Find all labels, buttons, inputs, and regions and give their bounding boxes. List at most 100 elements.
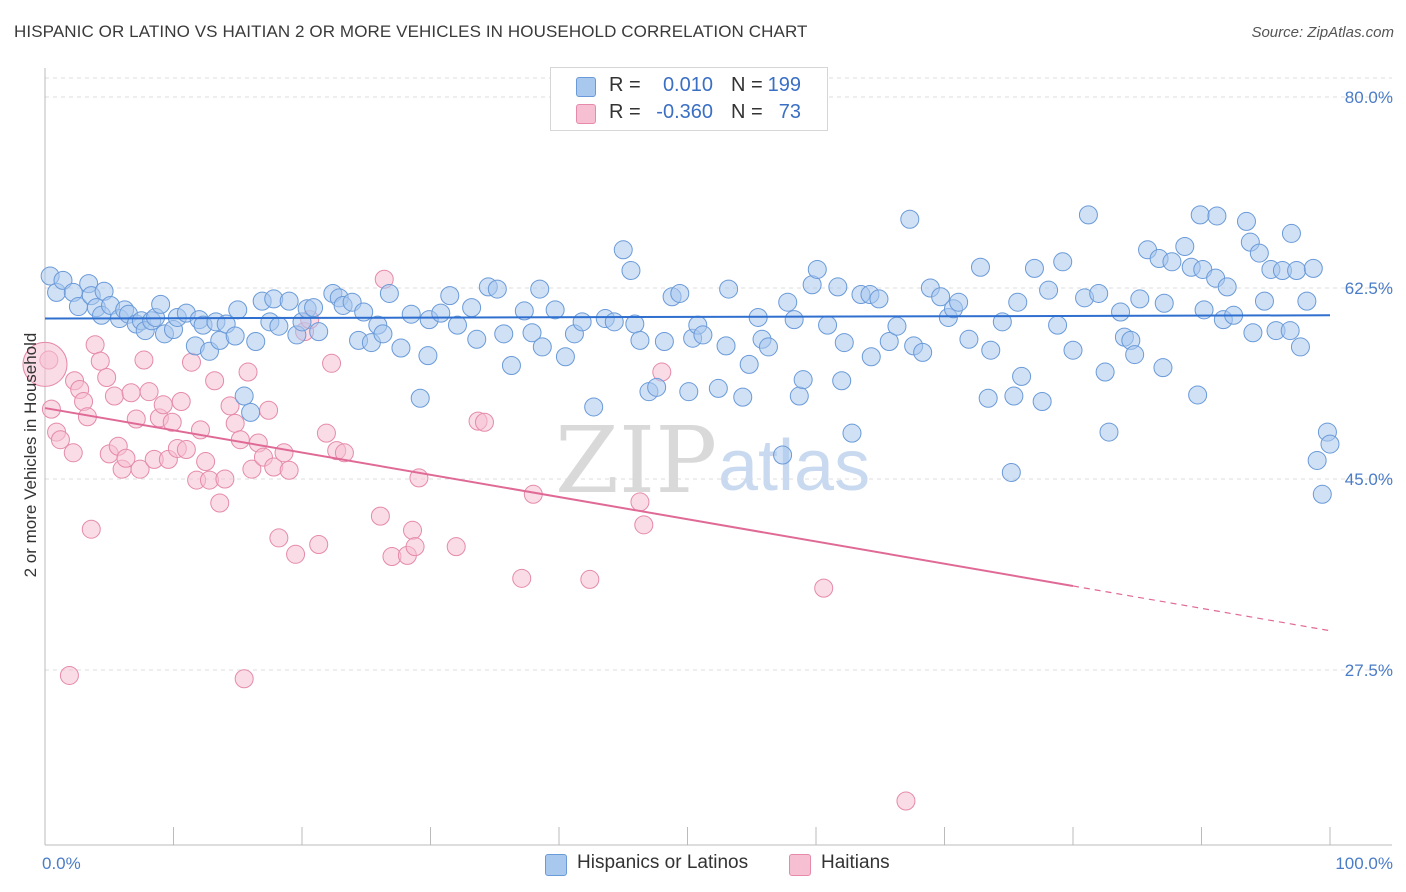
hispanics-point bbox=[1320, 434, 1340, 454]
hispanics-point bbox=[807, 259, 827, 279]
hispanics-point bbox=[981, 340, 1001, 360]
legend-label-haitians: Haitians bbox=[821, 852, 890, 873]
legend-r-value: -0.360 bbox=[656, 101, 713, 123]
hispanics-point bbox=[716, 336, 736, 356]
hispanics-point bbox=[1254, 291, 1274, 311]
legend-r-value: 0.010 bbox=[662, 74, 713, 96]
haitians-point bbox=[205, 371, 225, 391]
haitians-point bbox=[215, 469, 235, 489]
hispanics-point bbox=[1024, 258, 1044, 278]
hispanics-point bbox=[739, 354, 759, 374]
hispanics-point bbox=[647, 377, 667, 397]
haitians-point bbox=[242, 459, 262, 479]
hispanics-point bbox=[832, 371, 852, 391]
hispanics-point bbox=[793, 370, 813, 390]
haitians-point bbox=[153, 395, 173, 415]
haitians-point bbox=[225, 413, 245, 433]
legend-swatch-haitians bbox=[789, 854, 811, 876]
hispanics-point bbox=[151, 294, 171, 314]
hispanics-point bbox=[1281, 223, 1301, 243]
haitians-point-large bbox=[22, 341, 68, 387]
hispanics-point bbox=[842, 423, 862, 443]
hispanics-point bbox=[418, 346, 438, 366]
hispanics-point bbox=[225, 326, 245, 346]
hispanics-point bbox=[1297, 291, 1317, 311]
hispanics-point bbox=[304, 298, 324, 318]
hispanics-point bbox=[530, 279, 550, 299]
hispanics-point bbox=[621, 261, 641, 281]
stats-legend: R = 0.010 N = 199 R = -0.360 N = 73 bbox=[550, 67, 828, 131]
haitians-point bbox=[512, 568, 532, 588]
hispanics-point bbox=[869, 289, 889, 309]
hispanics-point bbox=[978, 388, 998, 408]
series-legend: Hispanics or Latinos Haitians bbox=[0, 852, 1406, 878]
haitians-point bbox=[176, 440, 196, 460]
haitians-point bbox=[309, 534, 329, 554]
haitians-point bbox=[97, 367, 117, 387]
legend-swatch-pink bbox=[576, 104, 596, 124]
hispanics-point bbox=[1217, 277, 1237, 297]
haitians-point bbox=[316, 423, 336, 443]
hispanics-point bbox=[410, 388, 430, 408]
haitians-point bbox=[286, 544, 306, 564]
hispanics-point bbox=[1032, 392, 1052, 412]
hispanics-point bbox=[1089, 283, 1109, 303]
hispanics-point bbox=[613, 240, 633, 260]
hispanics-point bbox=[1243, 323, 1263, 343]
haitians-point bbox=[130, 459, 150, 479]
legend-label-hispanics: Hispanics or Latinos bbox=[577, 852, 749, 873]
hispanics-point bbox=[269, 316, 289, 336]
legend-n-value: 199 bbox=[767, 74, 801, 96]
haitians-point bbox=[181, 352, 201, 372]
haitians-point bbox=[269, 528, 289, 548]
hispanics-point bbox=[1307, 450, 1327, 470]
hispanics-point bbox=[246, 331, 266, 351]
hispanics-point bbox=[1280, 321, 1300, 341]
haitians-point bbox=[104, 386, 124, 406]
hispanics-point bbox=[1001, 462, 1021, 482]
haitians-point bbox=[896, 791, 916, 811]
legend-n-value: 73 bbox=[778, 101, 801, 123]
hispanics-point bbox=[309, 322, 329, 342]
hispanics-point bbox=[391, 338, 411, 358]
hispanics-point bbox=[1303, 258, 1323, 278]
hispanics-point bbox=[1188, 385, 1208, 405]
legend-r-label: R = bbox=[609, 101, 641, 123]
watermark: ZIP atlas bbox=[555, 407, 870, 514]
hispanics-point bbox=[1154, 293, 1174, 313]
legend-r-label: R = bbox=[609, 74, 641, 96]
haitians-point bbox=[474, 412, 494, 432]
hispanics-point bbox=[354, 302, 374, 322]
hispanics-point bbox=[501, 355, 521, 375]
legend-swatch-hispanics bbox=[545, 854, 567, 876]
hispanics-point bbox=[1078, 205, 1098, 225]
hispanics-point bbox=[487, 279, 507, 299]
haitians-point bbox=[230, 430, 250, 450]
haitians-trend-line bbox=[44, 407, 1074, 587]
hispanics-point bbox=[1236, 211, 1256, 231]
haitians-point bbox=[580, 569, 600, 589]
hispanics-point bbox=[1130, 289, 1150, 309]
hispanics-point bbox=[733, 387, 753, 407]
hispanics-point bbox=[373, 324, 393, 344]
hispanics-point bbox=[784, 310, 804, 330]
legend-swatch-blue bbox=[576, 77, 596, 97]
haitians-point bbox=[63, 443, 83, 463]
hispanics-point bbox=[778, 292, 798, 312]
hispanics-point bbox=[1125, 345, 1145, 365]
haitians-point bbox=[322, 353, 342, 373]
hispanics-point bbox=[494, 324, 514, 344]
hispanics-point bbox=[931, 287, 951, 307]
hispanics-point bbox=[887, 316, 907, 336]
hispanics-points bbox=[40, 205, 1340, 504]
hispanics-point bbox=[693, 325, 713, 345]
hispanics-point bbox=[1312, 484, 1332, 504]
haitians-point bbox=[405, 537, 425, 557]
hispanics-point bbox=[670, 283, 690, 303]
hispanics-point bbox=[545, 300, 565, 320]
hispanics-point bbox=[514, 301, 534, 321]
y-tick-label: 27.5% bbox=[1345, 661, 1393, 680]
hispanics-point bbox=[584, 397, 604, 417]
haitians-point bbox=[238, 362, 258, 382]
